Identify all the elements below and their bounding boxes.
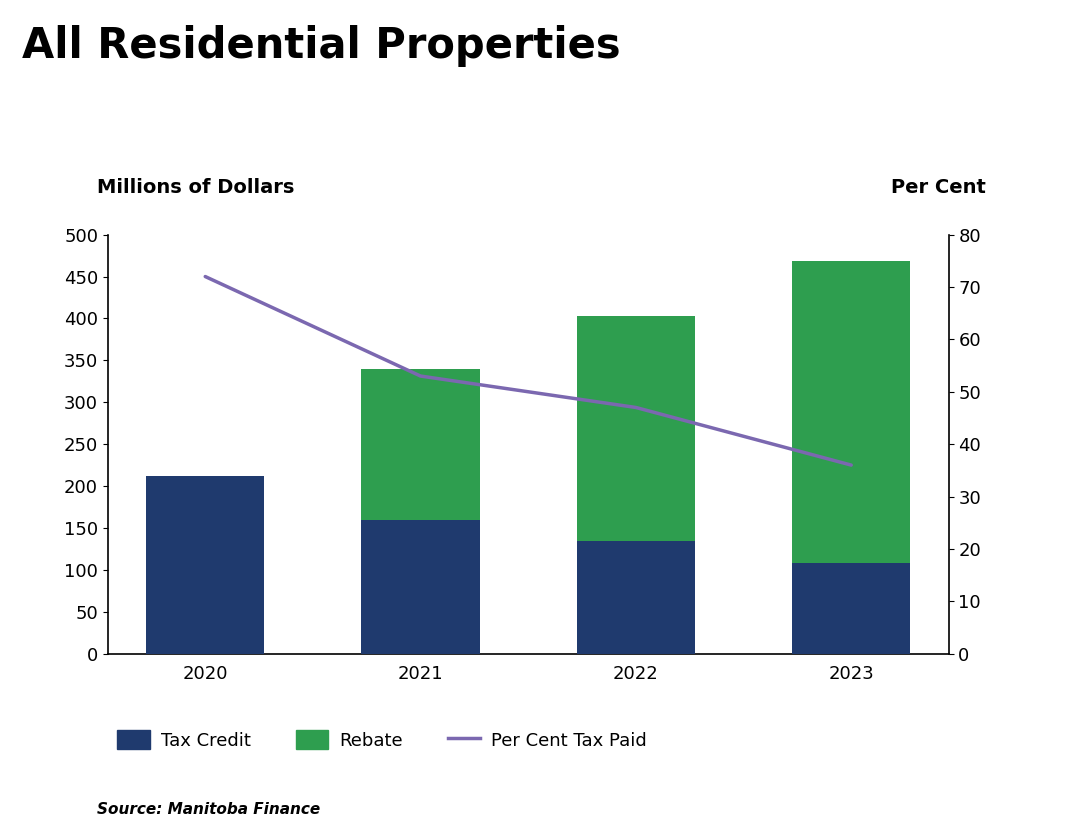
Bar (577, 316, 695, 541)
Bar (146, 476, 264, 654)
Text: Source: Manitoba Finance: Source: Manitoba Finance (97, 802, 320, 817)
Bar (792, 563, 911, 654)
Bar (577, 541, 695, 654)
Bar (792, 261, 911, 563)
Text: All Residential Properties: All Residential Properties (22, 25, 620, 67)
Bar (361, 369, 480, 520)
Legend: Tax Credit, Rebate, Per Cent Tax Paid: Tax Credit, Rebate, Per Cent Tax Paid (109, 722, 657, 758)
Text: Per Cent: Per Cent (892, 178, 986, 197)
Text: Millions of Dollars: Millions of Dollars (97, 178, 294, 197)
Bar (361, 520, 480, 654)
